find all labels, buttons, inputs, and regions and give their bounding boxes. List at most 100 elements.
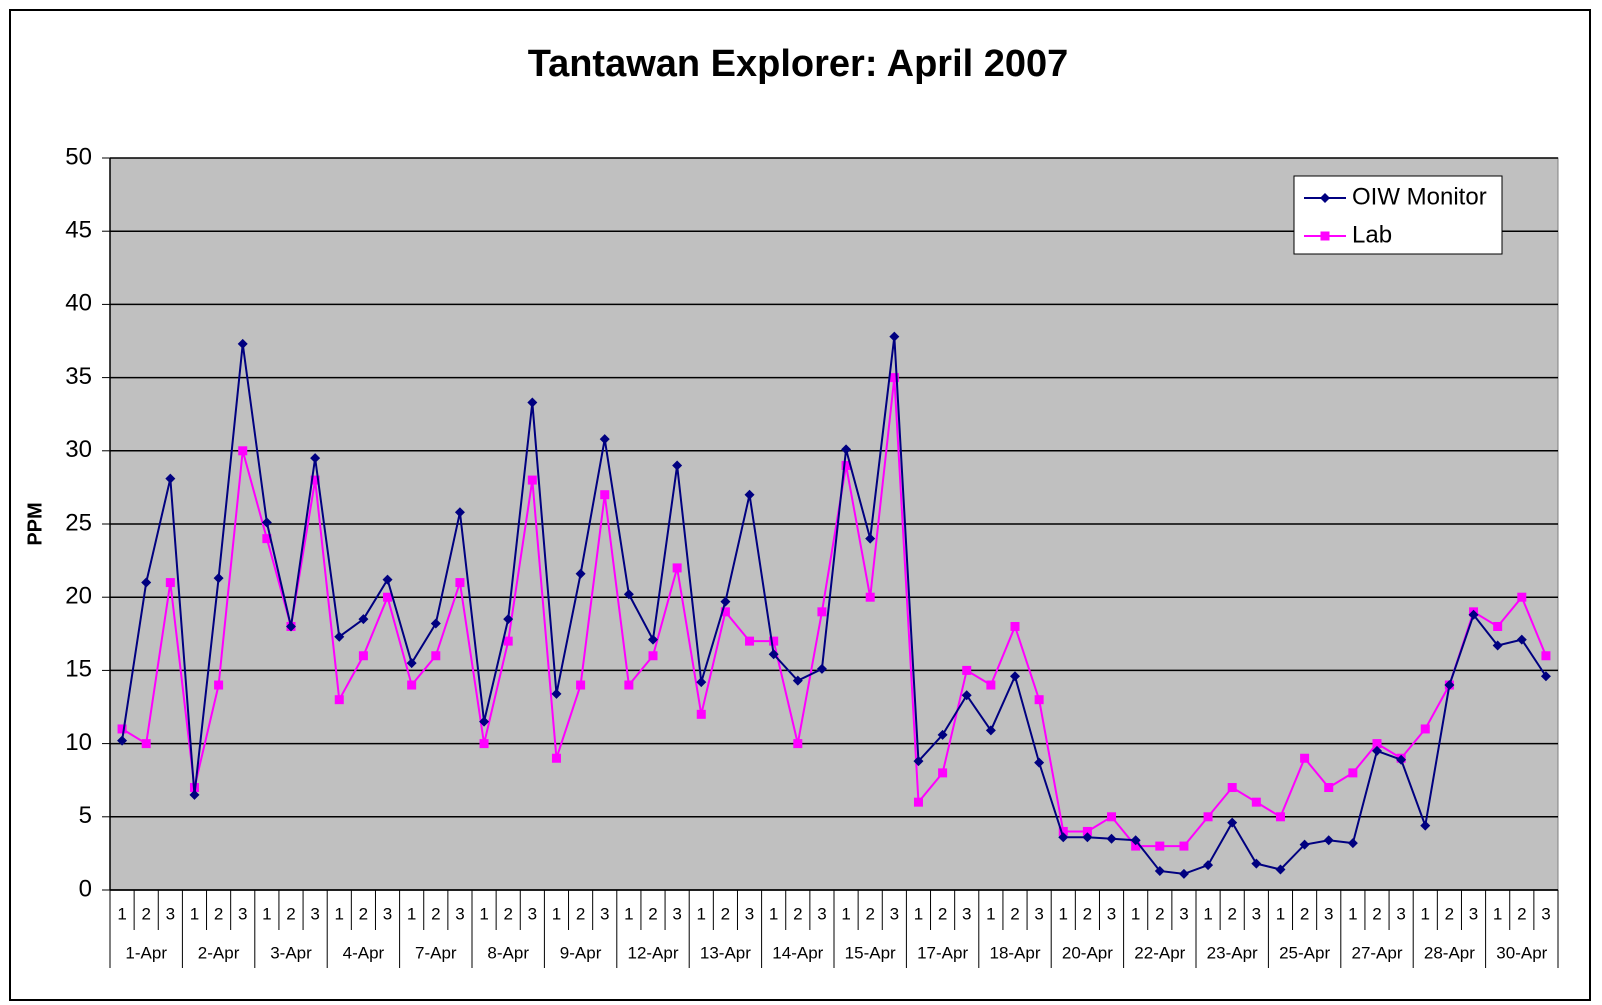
x-tick-label: 1	[841, 904, 850, 923]
x-tick-label: 1	[335, 904, 344, 923]
x-tick-label: 2	[865, 904, 874, 923]
x-tick-label: 3	[1107, 904, 1116, 923]
data-point	[358, 651, 368, 661]
data-point	[334, 695, 344, 705]
x-group-label: 18-Apr	[989, 943, 1040, 962]
x-tick-label: 2	[214, 904, 223, 923]
data-point	[165, 473, 176, 484]
data-point	[817, 607, 827, 617]
x-tick-label: 3	[528, 904, 537, 923]
x-group-label: 30-Apr	[1496, 943, 1547, 962]
data-point	[383, 592, 393, 602]
data-point	[696, 709, 706, 719]
data-point	[310, 475, 320, 485]
data-point	[865, 533, 876, 544]
data-point	[576, 680, 586, 690]
x-tick-label: 2	[1227, 904, 1236, 923]
x-group-label: 22-Apr	[1134, 943, 1185, 962]
data-point	[1492, 640, 1503, 651]
data-point	[527, 475, 537, 485]
data-point	[720, 607, 730, 617]
data-point	[1323, 835, 1334, 846]
x-group-label: 28-Apr	[1424, 943, 1475, 962]
x-tick-label: 1	[624, 904, 633, 923]
x-group-label: 17-Apr	[917, 943, 968, 962]
data-point	[551, 753, 561, 763]
data-point	[792, 675, 803, 686]
y-tick-label: 15	[65, 656, 92, 683]
y-tick-label: 45	[65, 217, 92, 244]
data-point	[938, 768, 948, 778]
data-point	[672, 563, 682, 573]
x-tick-label: 3	[962, 904, 971, 923]
x-tick-label: 1	[769, 904, 778, 923]
data-point	[454, 507, 465, 518]
data-point	[1251, 797, 1261, 807]
data-point	[334, 631, 345, 642]
data-point	[1130, 835, 1141, 846]
x-tick-label: 2	[1372, 904, 1381, 923]
data-point	[213, 573, 224, 584]
data-point	[744, 489, 755, 500]
legend-marker	[1320, 231, 1330, 241]
data-point	[503, 614, 514, 625]
data-point	[1155, 841, 1165, 851]
data-point	[261, 517, 272, 528]
x-group-label: 7-Apr	[415, 943, 457, 962]
data-point	[238, 446, 248, 456]
data-point	[1058, 826, 1068, 836]
x-tick-label: 3	[1034, 904, 1043, 923]
x-tick-label: 3	[166, 904, 175, 923]
x-tick-label: 3	[238, 904, 247, 923]
data-point	[117, 724, 127, 734]
y-axis-label: PPM	[24, 502, 46, 545]
y-tick-label: 0	[79, 875, 92, 902]
x-tick-label: 2	[793, 904, 802, 923]
x-tick-label: 3	[672, 904, 681, 923]
data-point	[913, 756, 924, 767]
data-point	[165, 578, 175, 588]
series-line	[121, 377, 1547, 848]
data-point	[527, 397, 538, 408]
data-point	[768, 649, 779, 660]
data-point	[430, 618, 441, 629]
x-tick-label: 2	[1083, 904, 1092, 923]
series	[117, 331, 1551, 879]
data-point	[793, 739, 803, 749]
x-tick-label: 3	[1252, 904, 1261, 923]
data-point	[624, 680, 634, 690]
data-point	[1493, 621, 1503, 631]
legend-label: OIW Monitor	[1352, 183, 1487, 210]
x-group-label: 12-Apr	[627, 943, 678, 962]
x-tick-label: 1	[914, 904, 923, 923]
data-point	[479, 739, 489, 749]
data-point	[1372, 739, 1382, 749]
data-point	[1203, 812, 1213, 822]
data-point	[189, 789, 200, 800]
data-point	[720, 596, 731, 607]
data-point	[407, 680, 417, 690]
x-group-label: 23-Apr	[1207, 943, 1258, 962]
data-point	[237, 338, 248, 349]
data-point	[961, 690, 972, 701]
x-tick-label: 2	[1155, 904, 1164, 923]
x-tick-label: 2	[576, 904, 585, 923]
data-point	[1516, 634, 1527, 645]
x-tick-label: 1	[1421, 904, 1430, 923]
data-point	[623, 589, 634, 600]
x-tick-label: 1	[479, 904, 488, 923]
y-tick-label: 20	[65, 583, 92, 610]
y-tick-label: 35	[65, 363, 92, 390]
x-tick-label: 3	[455, 904, 464, 923]
data-point	[648, 634, 658, 645]
x-tick-label: 1	[262, 904, 271, 923]
x-tick-label: 2	[286, 904, 295, 923]
x-group-label: 9-Apr	[560, 943, 602, 962]
data-point	[1396, 754, 1407, 765]
legend-label: Lab	[1352, 221, 1392, 248]
x-tick-label: 2	[1010, 904, 1019, 923]
data-point	[937, 729, 948, 740]
data-point	[1082, 826, 1092, 836]
data-point	[1348, 768, 1358, 778]
data-point	[1034, 757, 1045, 768]
